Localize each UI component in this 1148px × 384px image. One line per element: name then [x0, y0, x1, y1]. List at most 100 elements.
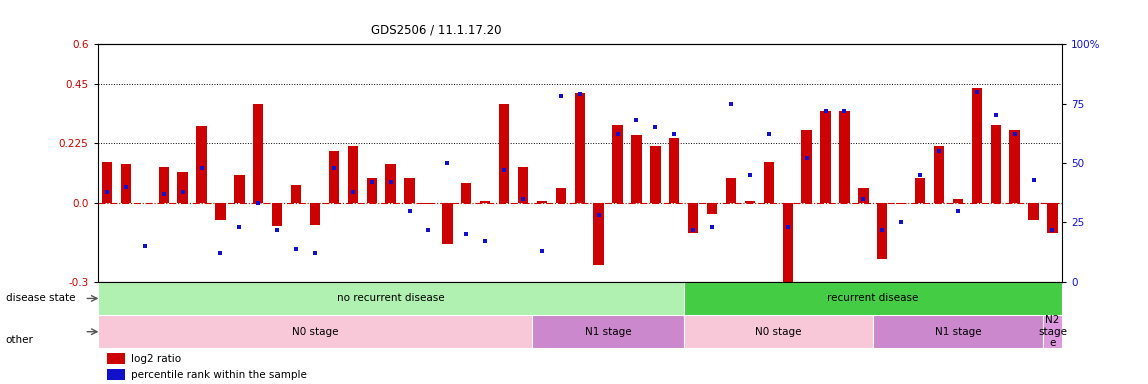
Bar [859, 188, 869, 203]
Bar [1029, 203, 1039, 220]
Bar [480, 201, 490, 203]
Bar [178, 172, 188, 203]
Text: disease state: disease state [6, 293, 76, 303]
Point [948, 207, 967, 214]
Text: GDS2506 / 11.1.17.20: GDS2506 / 11.1.17.20 [371, 23, 502, 36]
Point [836, 108, 854, 114]
Bar [801, 130, 812, 203]
Bar [518, 167, 528, 203]
Bar [404, 177, 414, 203]
Point [854, 195, 872, 202]
Point [968, 89, 986, 95]
Bar [872, 315, 1044, 348]
Bar [107, 353, 125, 364]
Bar [688, 203, 698, 233]
Bar [684, 315, 872, 348]
Bar [933, 146, 944, 203]
Point [571, 91, 589, 97]
Point [231, 224, 249, 230]
Bar [348, 146, 358, 203]
Bar [424, 203, 434, 204]
Point [155, 191, 173, 197]
Bar [1009, 130, 1019, 203]
Bar [1047, 203, 1057, 233]
Point [401, 207, 419, 214]
Point [1044, 227, 1062, 233]
Bar [783, 203, 793, 294]
Bar [310, 203, 320, 225]
Point [193, 165, 211, 171]
Text: N0 stage: N0 stage [755, 327, 801, 337]
Point [1024, 177, 1042, 183]
Bar [98, 282, 684, 315]
Point [305, 250, 324, 257]
Point [381, 179, 400, 185]
Bar [272, 203, 282, 226]
Point [287, 245, 305, 252]
Bar [461, 183, 472, 203]
Point [874, 227, 892, 233]
Point [627, 117, 645, 123]
Text: N0 stage: N0 stage [292, 327, 339, 337]
Point [778, 224, 797, 230]
Point [552, 93, 571, 99]
Bar [102, 162, 113, 203]
Point [608, 131, 627, 137]
Point [514, 195, 533, 202]
Point [684, 227, 703, 233]
Bar [196, 126, 207, 203]
Point [722, 101, 740, 107]
Bar [216, 203, 226, 220]
Point [476, 238, 495, 245]
Bar [537, 201, 548, 203]
Point [646, 124, 665, 131]
Text: other: other [6, 335, 33, 345]
Bar [556, 188, 566, 203]
Bar [98, 315, 533, 348]
Bar [953, 199, 963, 203]
Point [589, 212, 607, 218]
Point [740, 172, 759, 178]
Bar [158, 167, 169, 203]
Point [760, 131, 778, 137]
Bar [726, 177, 736, 203]
Bar [821, 111, 831, 203]
Bar [366, 177, 377, 203]
Bar [612, 125, 622, 203]
Point [1006, 131, 1024, 137]
Text: percentile rank within the sample: percentile rank within the sample [131, 370, 308, 380]
Bar [1044, 315, 1062, 348]
Bar [290, 185, 301, 203]
Text: N2
stage
e: N2 stage e [1038, 315, 1066, 348]
Point [249, 200, 267, 207]
Point [930, 148, 948, 154]
Point [986, 113, 1004, 119]
Point [343, 189, 362, 195]
Point [419, 227, 437, 233]
Bar [669, 138, 680, 203]
Bar [107, 369, 125, 381]
Bar [971, 88, 982, 203]
Bar [991, 125, 1001, 203]
Point [910, 172, 929, 178]
Point [533, 248, 551, 254]
Point [439, 160, 457, 166]
Point [665, 131, 683, 137]
Text: no recurrent disease: no recurrent disease [336, 293, 444, 303]
Bar [234, 175, 245, 203]
Text: N1 stage: N1 stage [934, 327, 982, 337]
Point [892, 219, 910, 225]
Point [495, 167, 513, 173]
Point [211, 250, 230, 257]
Bar [895, 203, 907, 204]
Bar [328, 151, 339, 203]
Point [363, 179, 381, 185]
Bar [574, 93, 585, 203]
Bar [442, 203, 452, 243]
Bar [684, 282, 1062, 315]
Bar [745, 201, 755, 203]
Bar [121, 164, 131, 203]
Bar [594, 203, 604, 265]
Point [457, 231, 475, 237]
Text: recurrent disease: recurrent disease [827, 293, 918, 303]
